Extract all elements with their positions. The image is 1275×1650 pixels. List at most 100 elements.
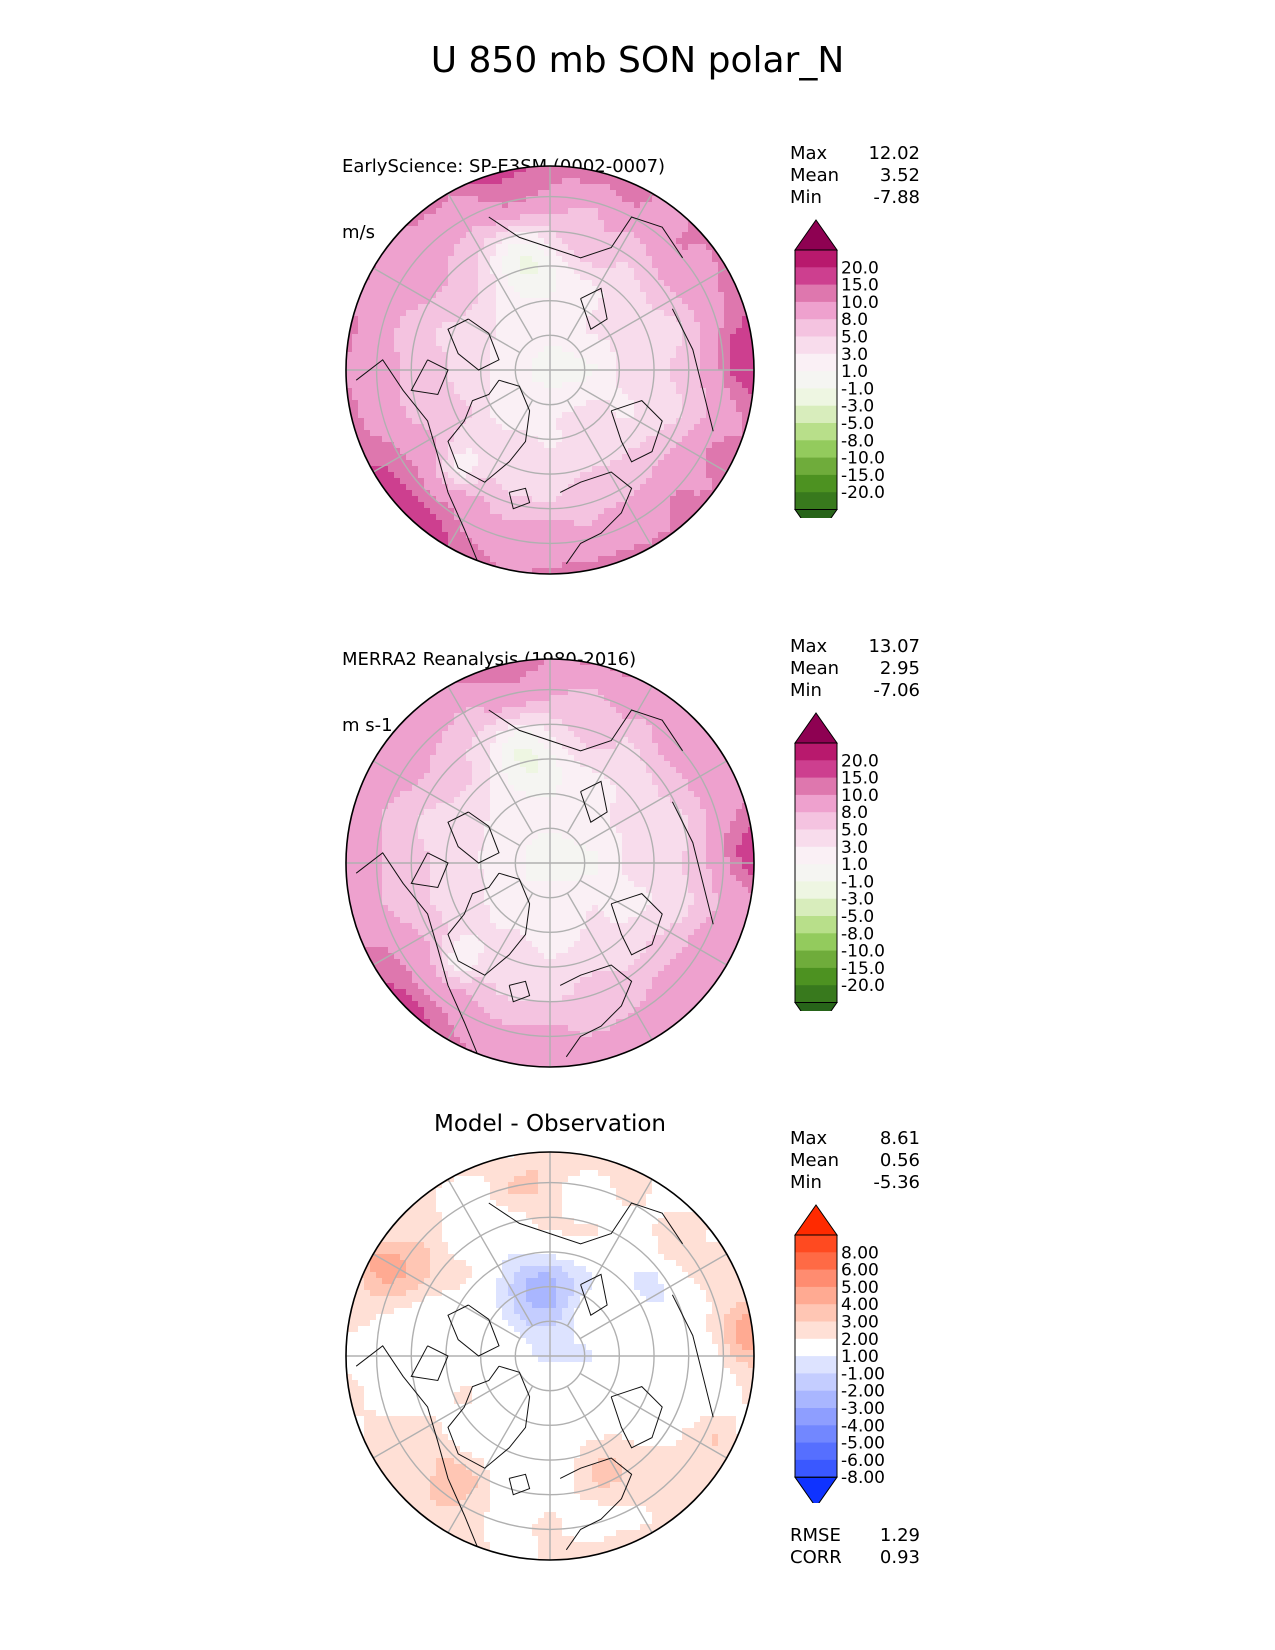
colorbar-segment	[795, 1408, 837, 1426]
colorbar-segment	[795, 1425, 837, 1444]
colorbar-tick-label: 1.0	[841, 362, 868, 382]
map-field	[346, 166, 754, 574]
panel-3-stats: Max 8.61 Mean 0.56 Min -5.36	[790, 1128, 920, 1194]
colorbar-frame	[794, 249, 838, 510]
colorbar-tick-label: 20.0	[841, 751, 879, 771]
panel-1-colorbar: 20.015.010.08.05.03.01.0-1.0-3.0-5.0-8.0…	[794, 219, 885, 518]
stat-label: Mean	[790, 1150, 840, 1171]
colorbar-tick-label: -3.0	[841, 397, 874, 417]
colorbar-tick-label: 15.0	[841, 276, 879, 296]
graticule	[346, 1152, 754, 1560]
figure-title: U 850 mb SON polar_N	[430, 40, 845, 81]
stat-label: RMSE	[790, 1525, 841, 1546]
colorbar-extend-min	[794, 509, 838, 518]
colorbar-segment	[795, 1321, 837, 1340]
colorbar-tick-label: 15.0	[841, 769, 879, 789]
colorbar-tick-label: 10.0	[841, 293, 879, 313]
colorbar-tick-label: -8.0	[841, 924, 874, 944]
colorbar-frame	[794, 742, 838, 1003]
stat-label: Min	[790, 680, 822, 701]
panel-2-stats: Max 13.07 Mean 2.95 Min -7.06	[790, 636, 920, 702]
coastlines	[355, 1202, 714, 1551]
colorbar-segment	[795, 881, 837, 900]
colorbar-segment	[795, 1286, 837, 1305]
colorbar-segment	[795, 1338, 837, 1357]
stat-value: 1.29	[879, 1525, 920, 1546]
colorbar-segment	[795, 1252, 837, 1271]
stat-label: Max	[790, 1128, 828, 1149]
colorbar-segment	[795, 284, 837, 303]
colorbar-segment	[795, 440, 837, 459]
colorbar-segment	[795, 319, 837, 337]
colorbar-extend-min	[794, 1002, 838, 1011]
colorbar-segment	[795, 371, 837, 389]
colorbar-tick-label: 2.00	[841, 1330, 879, 1350]
colorbar-segment	[795, 1459, 837, 1478]
colorbar-segment	[795, 743, 837, 761]
panel-2-polar-map	[345, 658, 755, 1068]
colorbar-segment	[795, 1304, 837, 1322]
panel-1-title-line-2: m/s	[342, 222, 375, 243]
colorbar-segment	[795, 250, 837, 268]
stat-value: -7.88	[873, 187, 920, 208]
colorbar-extend-min	[794, 1476, 838, 1503]
colorbar-segment	[795, 457, 837, 476]
stat-label: Min	[790, 1172, 822, 1193]
map-boundary	[345, 658, 755, 1068]
colorbar-extend-max	[794, 1204, 838, 1236]
stat-value: 13.07	[868, 636, 920, 657]
colorbar-segment	[795, 950, 837, 969]
graticule	[346, 166, 754, 574]
colorbar-tick-label: -20.0	[841, 976, 885, 996]
colorbar-tick-label: -8.0	[841, 431, 874, 451]
coastlines	[355, 216, 714, 565]
colorbar-tick-label: -5.00	[841, 1434, 885, 1454]
colorbar-frame	[794, 1234, 838, 1478]
stat-value: 3.52	[879, 165, 920, 186]
colorbar-tick-label: 3.0	[841, 345, 868, 365]
panel-3-polar-map	[345, 1151, 755, 1561]
colorbar-tick-label: 1.0	[841, 855, 868, 875]
colorbar-extend-max	[794, 219, 838, 251]
colorbar-segment	[795, 985, 837, 1003]
stat-label: Mean	[790, 165, 840, 186]
colorbar-segment	[795, 967, 837, 986]
colorbar-tick-label: 3.0	[841, 838, 868, 858]
stat-label: Max	[790, 143, 828, 164]
colorbar-tick-label: -4.00	[841, 1416, 885, 1436]
colorbar-tick-label: -3.00	[841, 1399, 885, 1419]
coastlines	[355, 709, 714, 1058]
colorbar-tick-label: -8.00	[841, 1468, 885, 1488]
colorbar-segment	[795, 388, 837, 407]
colorbar-tick-label: 8.0	[841, 803, 868, 823]
stat-value: 0.56	[879, 1150, 920, 1171]
colorbar-tick-label: -10.0	[841, 449, 885, 469]
colorbar-segment	[795, 423, 837, 441]
colorbar-tick-label: 5.0	[841, 821, 868, 841]
colorbar-tick-label: 20.0	[841, 258, 879, 278]
colorbar-segment	[795, 777, 837, 796]
colorbar-tick-label: -3.0	[841, 890, 874, 910]
panel-1-stats: Max 12.02 Mean 3.52 Min -7.88	[790, 143, 920, 209]
colorbar-segment	[795, 794, 837, 813]
colorbar-tick-label: -15.0	[841, 959, 885, 979]
panel-3-colorbar: 8.006.005.004.003.002.001.00-1.00-2.00-3…	[794, 1204, 885, 1503]
colorbar-tick-label: 8.00	[841, 1243, 879, 1263]
stat-value: -7.06	[873, 680, 920, 701]
colorbar-tick-label: -15.0	[841, 466, 885, 486]
panel-2-title-line-2: m s-1	[342, 715, 393, 736]
colorbar-segment	[795, 474, 837, 493]
colorbar-tick-label: 4.00	[841, 1295, 879, 1315]
colorbar-tick-label: -1.0	[841, 872, 874, 892]
colorbar-tick-label: -10.0	[841, 942, 885, 962]
colorbar-segment	[795, 1269, 837, 1288]
colorbar-segment	[795, 1373, 837, 1392]
panel-3-title: Model - Observation	[433, 1111, 667, 1137]
colorbar-segment	[795, 846, 837, 865]
colorbar-segment	[795, 336, 837, 355]
stat-label: Max	[790, 636, 828, 657]
colorbar-tick-label: 8.0	[841, 310, 868, 330]
graticule	[346, 659, 754, 1067]
colorbar-tick-label: 10.0	[841, 786, 879, 806]
colorbar-tick-label: 1.00	[841, 1347, 879, 1367]
